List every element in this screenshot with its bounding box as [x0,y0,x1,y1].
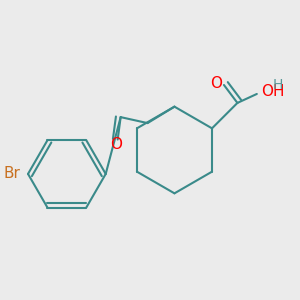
Text: H: H [273,78,283,92]
Text: O: O [110,137,122,152]
Text: O: O [211,76,223,91]
Text: Br: Br [4,167,20,182]
Text: OH: OH [261,84,285,99]
